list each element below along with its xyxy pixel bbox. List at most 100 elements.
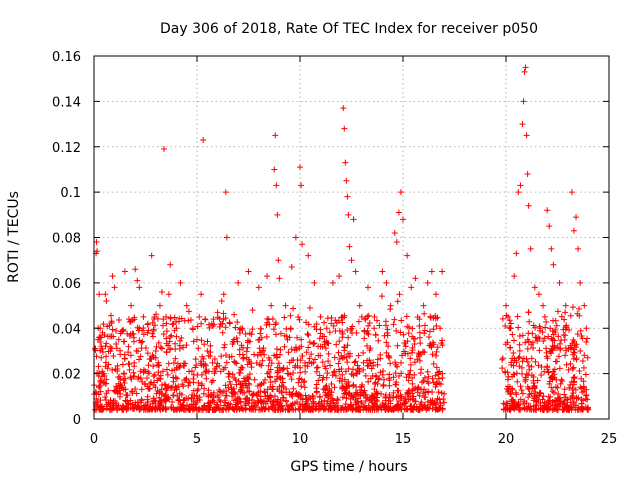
data-point — [190, 401, 197, 408]
data-point — [136, 356, 143, 363]
data-point — [321, 404, 328, 411]
data-point — [127, 318, 134, 325]
data-point-peak — [100, 379, 107, 386]
data-point — [223, 387, 230, 394]
data-point — [562, 324, 569, 331]
data-point — [576, 367, 583, 374]
data-point — [367, 375, 374, 382]
data-point — [297, 369, 304, 376]
data-point — [218, 353, 225, 360]
data-point — [250, 390, 257, 397]
data-point — [298, 336, 305, 343]
data-point — [336, 338, 343, 345]
data-point — [129, 390, 136, 397]
data-point-peak — [140, 313, 147, 320]
data-point-peak — [204, 347, 211, 354]
data-point — [262, 376, 269, 383]
data-point — [382, 391, 389, 398]
data-point — [104, 365, 111, 372]
data-point — [551, 389, 558, 396]
data-point — [548, 384, 555, 391]
data-point — [432, 315, 439, 322]
data-point — [430, 326, 437, 333]
data-point — [537, 390, 544, 397]
data-point — [525, 372, 532, 379]
data-point — [150, 373, 157, 380]
data-point — [174, 375, 181, 382]
data-point — [577, 347, 584, 354]
data-point-peak — [259, 347, 266, 354]
data-point — [578, 405, 585, 412]
data-point — [150, 326, 157, 333]
data-point — [355, 318, 362, 325]
data-point — [421, 374, 428, 381]
data-point-peak — [346, 243, 353, 250]
data-point — [286, 389, 293, 396]
data-point — [319, 359, 326, 366]
data-point — [99, 348, 106, 355]
data-point — [283, 398, 290, 405]
data-point — [209, 406, 216, 413]
data-point — [288, 346, 295, 353]
data-point — [504, 369, 511, 376]
data-point — [216, 386, 223, 393]
data-point — [281, 314, 288, 321]
data-point-peak — [550, 261, 557, 268]
data-point — [248, 403, 255, 410]
data-point — [415, 406, 422, 413]
data-point — [255, 389, 262, 396]
data-point — [233, 360, 240, 367]
data-point — [429, 351, 436, 358]
data-point-peak — [546, 223, 553, 230]
data-point — [127, 400, 134, 407]
data-point — [140, 369, 147, 376]
data-point — [283, 325, 290, 332]
data-point — [362, 372, 369, 379]
data-point — [267, 384, 274, 391]
data-point — [528, 341, 535, 348]
data-point-peak — [305, 252, 312, 259]
data-point — [360, 349, 367, 356]
data-point — [190, 338, 197, 345]
data-point — [180, 383, 187, 390]
data-point — [126, 332, 133, 339]
data-point — [547, 348, 554, 355]
data-point — [99, 406, 106, 413]
data-point — [374, 317, 381, 324]
data-point — [238, 364, 245, 371]
data-point — [386, 405, 393, 412]
data-point — [148, 406, 155, 413]
data-point — [274, 373, 281, 380]
data-point — [330, 322, 337, 329]
data-point-peak — [161, 146, 168, 153]
data-point — [316, 394, 323, 401]
data-point — [294, 362, 301, 369]
data-point — [335, 360, 342, 367]
data-point — [386, 371, 393, 378]
data-point — [254, 352, 261, 359]
data-point — [397, 329, 404, 336]
data-point — [180, 362, 187, 369]
data-point — [104, 333, 111, 340]
data-point — [172, 355, 179, 362]
data-point — [216, 323, 223, 330]
data-point — [567, 360, 574, 367]
data-point — [201, 385, 208, 392]
data-point — [543, 405, 550, 412]
data-point — [155, 369, 162, 376]
data-point — [176, 390, 183, 397]
data-point — [580, 364, 587, 371]
data-point — [104, 323, 111, 330]
data-point — [384, 326, 391, 333]
data-point — [540, 338, 547, 345]
data-point-peak — [573, 214, 580, 221]
data-point-peak — [94, 248, 101, 255]
data-point — [152, 354, 159, 361]
data-point-peak — [364, 284, 371, 291]
data-point — [546, 397, 553, 404]
data-point — [371, 313, 378, 320]
data-point — [409, 395, 416, 402]
data-point — [410, 386, 417, 393]
data-point — [390, 394, 397, 401]
data-point — [377, 355, 384, 362]
